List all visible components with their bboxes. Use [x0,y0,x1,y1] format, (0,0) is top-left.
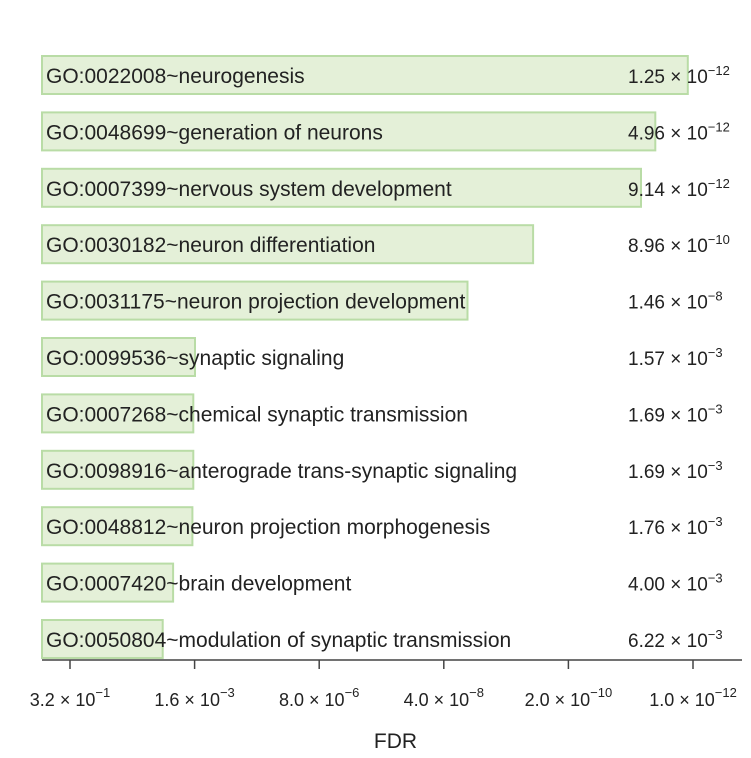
bar-category-label: GO:0007399~nervous system development [46,178,452,201]
bar-value-label: 1.46 × 10−8 [628,289,723,314]
bar-category-label: GO:0099536~synaptic signaling [46,347,344,370]
bar [41,506,194,547]
value-labels-group: 1.25 × 10−12 4.96 × 10−12 9.14 × 10−12 8.96… [628,63,730,652]
bar [41,337,196,377]
bar-value-label: 6.22 × 10−3 [628,627,723,652]
bar-category-label: GO:0098916~anterograde trans-synaptic si… [46,460,517,483]
bar-category-label: GO:0050804~modulation of synaptic transm… [46,629,511,652]
x-tick-label: 1.6 × 10−3 [154,685,234,710]
bar-category-label: GO:0007268~chemical synaptic transmissio… [46,403,468,426]
bar-category-label: GO:0007420~brain development [46,573,351,596]
bar-category-label: GO:0022008~neurogenesis [46,65,305,88]
bar-value-label: 9.14 × 10−12 [628,176,730,201]
bar [41,562,175,603]
bar-value-label: 1.57 × 10−3 [628,345,723,370]
x-axis: 3.2 × 10−1 1.6 × 10−3 8.0 × 10−6 4.0 × 10−8… [30,659,742,710]
bar-category-label: GO:0030182~neuron differentiation [46,234,375,257]
bar-category-label: GO:0031175~neuron projection development [46,291,465,314]
bar-value-label: 4.96 × 10−12 [628,119,730,144]
bar [41,619,164,659]
bar [41,449,195,490]
bar-value-label: 1.25 × 10−12 [628,63,730,88]
bars-group [41,55,689,659]
bar-value-label: 8.96 × 10−10 [628,232,730,257]
bar [41,224,535,265]
bar-category-label: GO:0048699~generation of neurons [46,121,383,144]
bar-category-label: GO:0048812~neuron projection morphogenes… [46,516,490,539]
bar [41,393,195,434]
x-tick-label: 3.2 × 10−1 [30,685,110,710]
x-tick-label: 2.0 × 10−10 [525,685,613,710]
x-axis-ticks: 3.2 × 10−1 1.6 × 10−3 8.0 × 10−6 4.0 × 10−8… [30,660,737,710]
x-tick-label: 1.0 × 10−12 [649,685,737,710]
bar [41,167,642,208]
category-labels-group: GO:0022008~neurogenesis GO:0048699~genera… [46,65,517,652]
x-tick-label: 4.0 × 10−8 [404,685,484,710]
x-axis-title: FDR [374,730,417,753]
bar [41,111,657,152]
bar [41,280,469,321]
bar [41,55,689,95]
x-tick-label: 8.0 × 10−6 [279,685,359,710]
bar-value-label: 1.76 × 10−3 [628,514,723,539]
bar-value-label: 4.00 × 10−3 [628,571,723,596]
bar-value-label: 1.69 × 10−3 [628,401,723,426]
bar-value-label: 1.69 × 10−3 [628,458,723,483]
